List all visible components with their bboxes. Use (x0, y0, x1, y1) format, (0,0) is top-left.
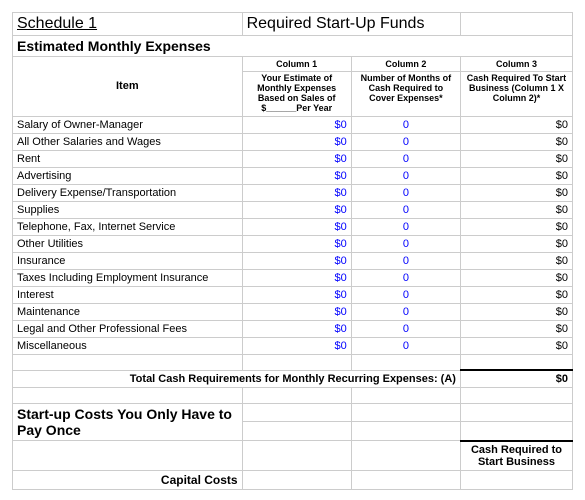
expense-item: Miscellaneous (13, 337, 243, 354)
expense-c1: $0 (242, 201, 351, 218)
expense-c3: $0 (460, 235, 572, 252)
expense-row: Miscellaneous$00$0 (13, 337, 573, 354)
expense-c3: $0 (460, 184, 572, 201)
title-row: Schedule 1 Required Start-Up Funds (13, 13, 573, 36)
expense-c2: 0 (351, 337, 460, 354)
expense-c1: $0 (242, 167, 351, 184)
startup-funds-table: Schedule 1 Required Start-Up Funds Estim… (12, 12, 573, 490)
expense-c2: 0 (351, 184, 460, 201)
expense-row: Insurance$00$0 (13, 252, 573, 269)
expense-item: Rent (13, 150, 243, 167)
expense-row: Supplies$00$0 (13, 201, 573, 218)
schedule-title: Schedule 1 (13, 13, 243, 36)
expense-item: Other Utilities (13, 235, 243, 252)
expense-c3: $0 (460, 150, 572, 167)
c1-label: Column 1 (242, 57, 351, 72)
section2-heading-row: Start-up Costs You Only Have to Pay Once (13, 404, 573, 422)
c3-desc: Cash Required To Start Business (Column … (460, 72, 572, 117)
expense-row: Taxes Including Employment Insurance$00$… (13, 269, 573, 286)
expense-item: Telephone, Fax, Internet Service (13, 218, 243, 235)
expense-item: Maintenance (13, 303, 243, 320)
expense-c3: $0 (460, 201, 572, 218)
expense-item: Insurance (13, 252, 243, 269)
spacer-row (13, 354, 573, 370)
expense-c3: $0 (460, 116, 572, 133)
expense-c1: $0 (242, 320, 351, 337)
column-label-row: Item Column 1 Column 2 Column 3 (13, 57, 573, 72)
expense-c1: $0 (242, 303, 351, 320)
c1-desc: Your Estimate of Monthly Expenses Based … (242, 72, 351, 117)
expense-item: Supplies (13, 201, 243, 218)
expense-c1: $0 (242, 116, 351, 133)
expense-item: Delivery Expense/Transportation (13, 184, 243, 201)
section1-heading: Estimated Monthly Expenses (13, 36, 573, 57)
expense-c1: $0 (242, 235, 351, 252)
total-row: Total Cash Requirements for Monthly Recu… (13, 370, 573, 388)
cash-req-label: Cash Required to Start Business (460, 441, 572, 471)
expense-item: All Other Salaries and Wages (13, 133, 243, 150)
expense-c1: $0 (242, 286, 351, 303)
expense-item: Advertising (13, 167, 243, 184)
expense-item: Salary of Owner-Manager (13, 116, 243, 133)
expense-c3: $0 (460, 252, 572, 269)
expense-c1: $0 (242, 218, 351, 235)
expense-c1: $0 (242, 150, 351, 167)
c3-label: Column 3 (460, 57, 572, 72)
expense-row: Legal and Other Professional Fees$00$0 (13, 320, 573, 337)
expense-c2: 0 (351, 218, 460, 235)
c2-label: Column 2 (351, 57, 460, 72)
expense-row: All Other Salaries and Wages$00$0 (13, 133, 573, 150)
expense-row: Maintenance$00$0 (13, 303, 573, 320)
expense-c3: $0 (460, 167, 572, 184)
expense-c2: 0 (351, 286, 460, 303)
expense-item: Interest (13, 286, 243, 303)
total-label: Total Cash Requirements for Monthly Recu… (13, 370, 461, 388)
expense-c2: 0 (351, 201, 460, 218)
expense-c2: 0 (351, 320, 460, 337)
expense-row: Salary of Owner-Manager$00$0 (13, 116, 573, 133)
expense-c2: 0 (351, 269, 460, 286)
item-header: Item (13, 57, 243, 117)
expense-c2: 0 (351, 133, 460, 150)
c2-desc: Number of Months of Cash Required to Cov… (351, 72, 460, 117)
expense-c1: $0 (242, 184, 351, 201)
expense-row: Telephone, Fax, Internet Service$00$0 (13, 218, 573, 235)
total-value: $0 (460, 370, 572, 388)
expense-row: Other Utilities$00$0 (13, 235, 573, 252)
expense-item: Legal and Other Professional Fees (13, 320, 243, 337)
main-title: Required Start-Up Funds (242, 13, 460, 36)
expense-row: Delivery Expense/Transportation$00$0 (13, 184, 573, 201)
expense-c3: $0 (460, 269, 572, 286)
expense-row: Advertising$00$0 (13, 167, 573, 184)
expense-row: Rent$00$0 (13, 150, 573, 167)
expense-c1: $0 (242, 252, 351, 269)
section2-heading: Start-up Costs You Only Have to Pay Once (13, 404, 243, 441)
expense-c2: 0 (351, 167, 460, 184)
expense-c2: 0 (351, 235, 460, 252)
expense-c2: 0 (351, 303, 460, 320)
expense-item: Taxes Including Employment Insurance (13, 269, 243, 286)
section1-heading-row: Estimated Monthly Expenses (13, 36, 573, 57)
expense-c3: $0 (460, 133, 572, 150)
cash-req-row: Cash Required to Start Business (13, 441, 573, 471)
expense-row: Interest$00$0 (13, 286, 573, 303)
expense-c2: 0 (351, 150, 460, 167)
expense-c3: $0 (460, 218, 572, 235)
expense-c3: $0 (460, 320, 572, 337)
spacer-row (13, 388, 573, 404)
expense-c3: $0 (460, 286, 572, 303)
expense-c1: $0 (242, 269, 351, 286)
capital-costs-label: Capital Costs (13, 470, 243, 489)
expense-c2: 0 (351, 116, 460, 133)
expense-c1: $0 (242, 337, 351, 354)
capital-costs-row: Capital Costs (13, 470, 573, 489)
expense-c3: $0 (460, 303, 572, 320)
expense-c1: $0 (242, 133, 351, 150)
expense-c2: 0 (351, 252, 460, 269)
expense-c3: $0 (460, 337, 572, 354)
